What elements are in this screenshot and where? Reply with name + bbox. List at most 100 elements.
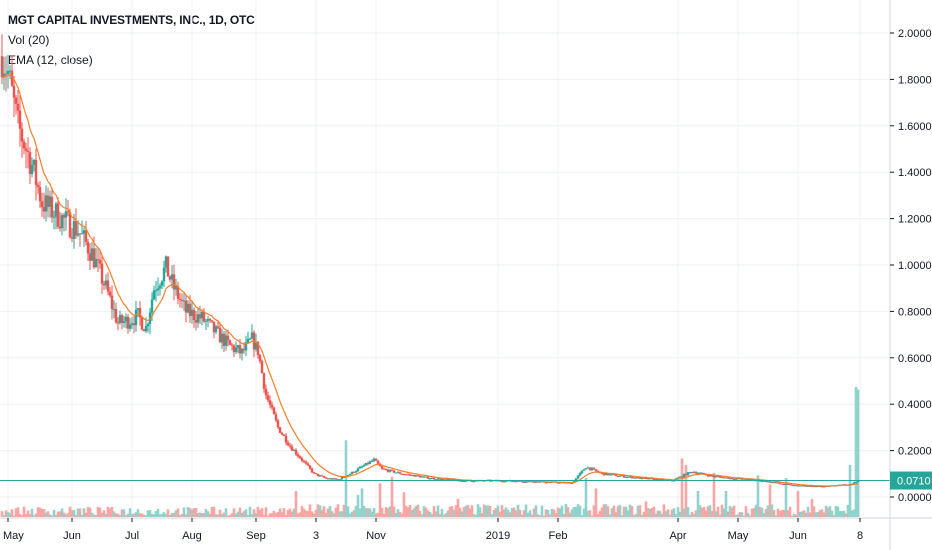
volume-bar	[436, 505, 440, 517]
volume-bar	[780, 509, 784, 517]
volume-bar	[338, 511, 342, 517]
candle-body	[18, 110, 22, 129]
volume-bar	[438, 514, 442, 517]
candle-body	[418, 475, 422, 478]
volume-bar	[248, 506, 252, 517]
volume-bar	[8, 512, 12, 517]
volume-bar	[426, 510, 430, 517]
candle-body	[310, 468, 314, 473]
volume-bar	[328, 506, 332, 517]
volume-bar	[52, 509, 56, 517]
volume-bar	[386, 508, 390, 517]
volume-bar	[712, 472, 716, 517]
volume-bar	[240, 513, 244, 517]
candle-body	[810, 485, 814, 487]
volume-bar	[672, 508, 676, 517]
volume-bar	[174, 510, 178, 517]
candle-body	[0, 56, 4, 78]
volume-bar	[258, 509, 262, 517]
candle-body	[10, 70, 14, 86]
candle-body	[30, 164, 34, 174]
candle-body	[684, 474, 688, 476]
volume-bar	[160, 513, 164, 517]
volume-bar	[288, 508, 292, 517]
volume-bar	[582, 508, 586, 517]
time-axis[interactable]: May Jun Jul Aug Sep 3 Nov 2019 Feb Apr May Jun 8	[3, 518, 863, 542]
candle-body	[388, 469, 392, 472]
price-axis[interactable]: 2.0000 1.8000 1.6000 1.4000 1.2000 1.0000 0.80…	[890, 28, 932, 504]
volume-bar	[392, 506, 396, 517]
last-price-label-text: 0.0710	[897, 476, 931, 488]
volume-bar	[16, 507, 20, 517]
volume-bar	[10, 509, 14, 517]
volume-bar	[42, 509, 46, 517]
volume-bar	[742, 515, 746, 517]
volume-bar	[790, 515, 794, 517]
volume-bar	[722, 508, 726, 517]
volume-bar	[262, 514, 266, 517]
candle-body	[730, 478, 734, 480]
candle-body	[416, 475, 420, 477]
candle-body	[760, 481, 764, 483]
volume-bar	[420, 514, 424, 517]
candle-body	[396, 472, 400, 474]
candle-body	[594, 469, 598, 471]
volume-bar	[370, 511, 374, 517]
candle-body	[178, 298, 182, 300]
volume-bar	[122, 509, 126, 517]
candle-body	[402, 474, 406, 476]
time-tick-label: May	[728, 530, 749, 542]
candle-body	[768, 481, 772, 483]
volume-bar	[588, 510, 592, 517]
volume-bar	[134, 512, 138, 517]
candle-body	[210, 320, 214, 322]
candle-body	[254, 341, 258, 350]
volume-bar	[702, 506, 706, 517]
candle-body	[184, 300, 188, 313]
volume-bar	[808, 512, 812, 517]
candle-body	[130, 323, 134, 325]
volume-bar	[110, 506, 114, 517]
candle-body	[328, 478, 332, 480]
candle-body	[212, 321, 216, 333]
volume-bar	[22, 506, 26, 517]
candle-body	[200, 311, 204, 319]
volume-bar	[284, 514, 288, 517]
candle-body	[606, 473, 610, 476]
candle-body	[712, 476, 716, 478]
candle-body	[302, 460, 306, 462]
volume-bar	[618, 505, 622, 517]
candle-body	[264, 388, 268, 396]
volume-bar	[814, 512, 818, 517]
volume-bar	[260, 508, 264, 517]
candle-body	[634, 477, 638, 479]
candle-body	[654, 479, 658, 481]
volume-bar	[638, 505, 642, 517]
volume-bar	[432, 506, 436, 517]
volume-bar	[590, 515, 594, 517]
candle-body	[852, 482, 856, 484]
volume-bar	[314, 509, 318, 517]
volume-bar	[244, 509, 248, 517]
candle-body	[626, 476, 630, 478]
volume-bar	[146, 510, 150, 517]
candle-body	[146, 324, 150, 326]
volume-bar	[414, 505, 418, 517]
volume-bar	[834, 505, 838, 517]
candle-body	[384, 469, 388, 471]
candle-body	[248, 338, 252, 340]
volume-bar	[580, 515, 584, 517]
candle-body	[204, 320, 208, 322]
candle-body	[70, 237, 74, 239]
volume-bar	[654, 513, 658, 517]
volume-bar	[440, 509, 444, 517]
volume-bar	[144, 515, 148, 517]
price-tick-label: 0.8000	[898, 306, 932, 318]
candle-body	[104, 280, 108, 286]
time-tick-label: May	[3, 530, 24, 542]
candle-body	[268, 400, 272, 405]
volume-bar	[0, 511, 4, 517]
volume-bar	[330, 511, 334, 517]
volume-bar	[666, 509, 670, 517]
